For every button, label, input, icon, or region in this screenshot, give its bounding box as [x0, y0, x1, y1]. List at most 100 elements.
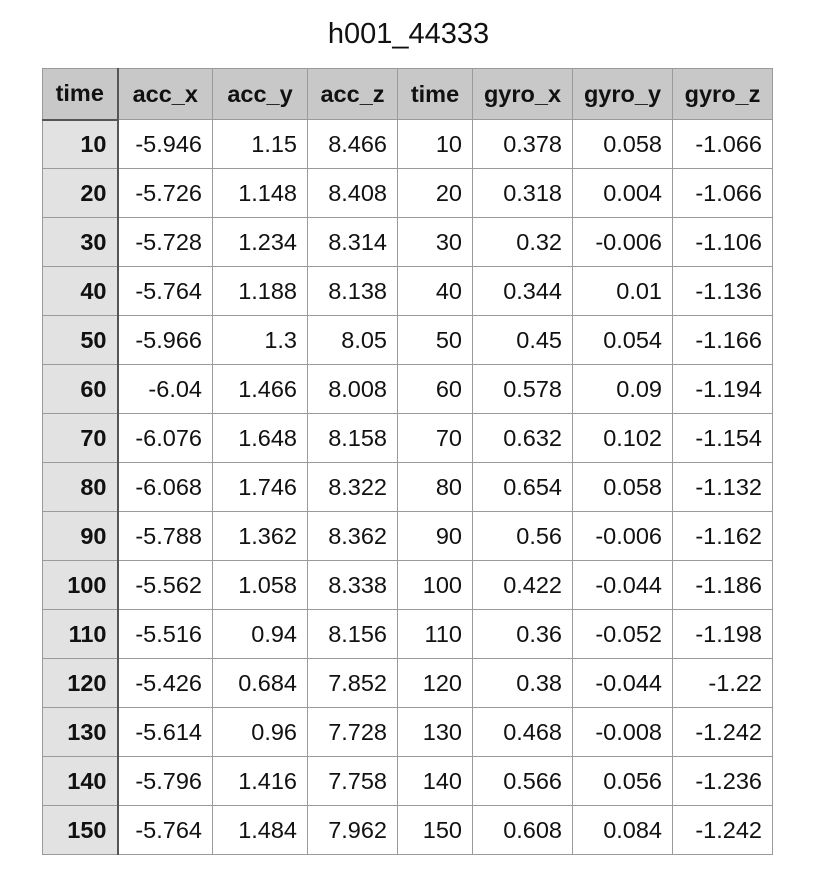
table-row: 10 -5.946 1.15 8.466 10 0.378 0.058 -1.066: [42, 119, 773, 169]
cell-time: 30: [42, 217, 119, 267]
table-row: 70 -6.076 1.648 8.158 70 0.632 0.102 -1.154: [42, 413, 773, 463]
cell-gyro-x: 0.344: [472, 266, 573, 316]
cell-time-2: 150: [397, 805, 473, 855]
cell-acc-z: 7.728: [307, 707, 398, 757]
cell-acc-x: -5.946: [117, 119, 213, 169]
cell-acc-x: -5.426: [117, 658, 213, 708]
cell-gyro-x: 0.36: [472, 609, 573, 659]
cell-acc-y: 1.234: [212, 217, 308, 267]
table-title: h001_44333: [327, 18, 490, 50]
cell-gyro-y: 0.09: [572, 364, 673, 414]
cell-gyro-y: -0.006: [572, 217, 673, 267]
cell-gyro-z: -1.132: [672, 462, 773, 512]
cell-time: 80: [42, 462, 119, 512]
cell-acc-x: -5.728: [117, 217, 213, 267]
cell-gyro-y: -0.044: [572, 560, 673, 610]
cell-gyro-x: 0.422: [472, 560, 573, 610]
cell-gyro-z: -1.186: [672, 560, 773, 610]
cell-time: 90: [42, 511, 119, 561]
cell-acc-z: 7.962: [307, 805, 398, 855]
table-row: 130 -5.614 0.96 7.728 130 0.468 -0.008 -1.242: [42, 707, 773, 757]
cell-time: 120: [42, 658, 119, 708]
cell-acc-y: 1.648: [212, 413, 308, 463]
cell-gyro-y: -0.044: [572, 658, 673, 708]
cell-acc-z: 8.322: [307, 462, 398, 512]
cell-acc-x: -5.726: [117, 168, 213, 218]
cell-acc-y: 1.188: [212, 266, 308, 316]
column-header-time-2: time: [397, 68, 473, 120]
cell-time-2: 80: [397, 462, 473, 512]
cell-acc-z: 8.362: [307, 511, 398, 561]
cell-acc-y: 0.94: [212, 609, 308, 659]
column-header-acc-y: acc_y: [212, 68, 308, 120]
cell-gyro-z: -1.22: [672, 658, 773, 708]
cell-time-2: 140: [397, 756, 473, 806]
cell-gyro-x: 0.45: [472, 315, 573, 365]
cell-acc-x: -5.764: [117, 266, 213, 316]
column-header-gyro-x: gyro_x: [472, 68, 573, 120]
cell-acc-y: 1.148: [212, 168, 308, 218]
column-header-acc-z: acc_z: [307, 68, 398, 120]
table-row: 100 -5.562 1.058 8.338 100 0.422 -0.044 -1.186: [42, 560, 773, 610]
cell-time: 150: [42, 805, 119, 855]
cell-time-2: 130: [397, 707, 473, 757]
cell-acc-x: -6.076: [117, 413, 213, 463]
cell-gyro-y: 0.054: [572, 315, 673, 365]
cell-gyro-y: 0.004: [572, 168, 673, 218]
cell-gyro-z: -1.242: [672, 805, 773, 855]
cell-acc-z: 8.314: [307, 217, 398, 267]
cell-acc-x: -6.068: [117, 462, 213, 512]
cell-gyro-y: 0.058: [572, 119, 673, 169]
table-row: 140 -5.796 1.416 7.758 140 0.566 0.056 -1.236: [42, 756, 773, 806]
cell-acc-z: 8.338: [307, 560, 398, 610]
cell-time: 100: [42, 560, 119, 610]
cell-gyro-z: -1.194: [672, 364, 773, 414]
table-row: 50 -5.966 1.3 8.05 50 0.45 0.054 -1.166: [42, 315, 773, 365]
cell-time: 10: [42, 119, 119, 169]
cell-acc-z: 7.852: [307, 658, 398, 708]
cell-acc-y: 1.416: [212, 756, 308, 806]
cell-acc-z: 8.138: [307, 266, 398, 316]
cell-acc-z: 8.466: [307, 119, 398, 169]
cell-gyro-x: 0.378: [472, 119, 573, 169]
cell-time: 60: [42, 364, 119, 414]
column-header-gyro-y: gyro_y: [572, 68, 673, 120]
cell-time-2: 10: [397, 119, 473, 169]
cell-gyro-y: 0.102: [572, 413, 673, 463]
cell-time: 70: [42, 413, 119, 463]
table-row: 80 -6.068 1.746 8.322 80 0.654 0.058 -1.132: [42, 462, 773, 512]
cell-time-2: 90: [397, 511, 473, 561]
cell-time-2: 60: [397, 364, 473, 414]
cell-time: 20: [42, 168, 119, 218]
table-row: 90 -5.788 1.362 8.362 90 0.56 -0.006 -1.162: [42, 511, 773, 561]
cell-gyro-y: 0.01: [572, 266, 673, 316]
cell-acc-y: 1.746: [212, 462, 308, 512]
cell-gyro-y: -0.008: [572, 707, 673, 757]
cell-gyro-x: 0.578: [472, 364, 573, 414]
cell-acc-y: 1.484: [212, 805, 308, 855]
cell-time-2: 120: [397, 658, 473, 708]
cell-gyro-x: 0.654: [472, 462, 573, 512]
cell-acc-x: -5.796: [117, 756, 213, 806]
cell-gyro-x: 0.468: [472, 707, 573, 757]
cell-gyro-x: 0.318: [472, 168, 573, 218]
cell-acc-y: 0.96: [212, 707, 308, 757]
cell-gyro-x: 0.608: [472, 805, 573, 855]
cell-time-2: 110: [397, 609, 473, 659]
cell-time-2: 30: [397, 217, 473, 267]
cell-time: 110: [42, 609, 119, 659]
cell-gyro-z: -1.066: [672, 119, 773, 169]
cell-acc-y: 1.3: [212, 315, 308, 365]
cell-acc-z: 8.408: [307, 168, 398, 218]
cell-time: 130: [42, 707, 119, 757]
cell-acc-x: -5.764: [117, 805, 213, 855]
cell-time: 50: [42, 315, 119, 365]
cell-acc-x: -5.516: [117, 609, 213, 659]
table-row: 150 -5.764 1.484 7.962 150 0.608 0.084 -1.242: [42, 805, 773, 855]
table-row: 30 -5.728 1.234 8.314 30 0.32 -0.006 -1.106: [42, 217, 773, 267]
cell-gyro-y: 0.058: [572, 462, 673, 512]
table-row: 110 -5.516 0.94 8.156 110 0.36 -0.052 -1.198: [42, 609, 773, 659]
cell-acc-z: 8.008: [307, 364, 398, 414]
cell-acc-y: 1.15: [212, 119, 308, 169]
cell-time-2: 40: [397, 266, 473, 316]
